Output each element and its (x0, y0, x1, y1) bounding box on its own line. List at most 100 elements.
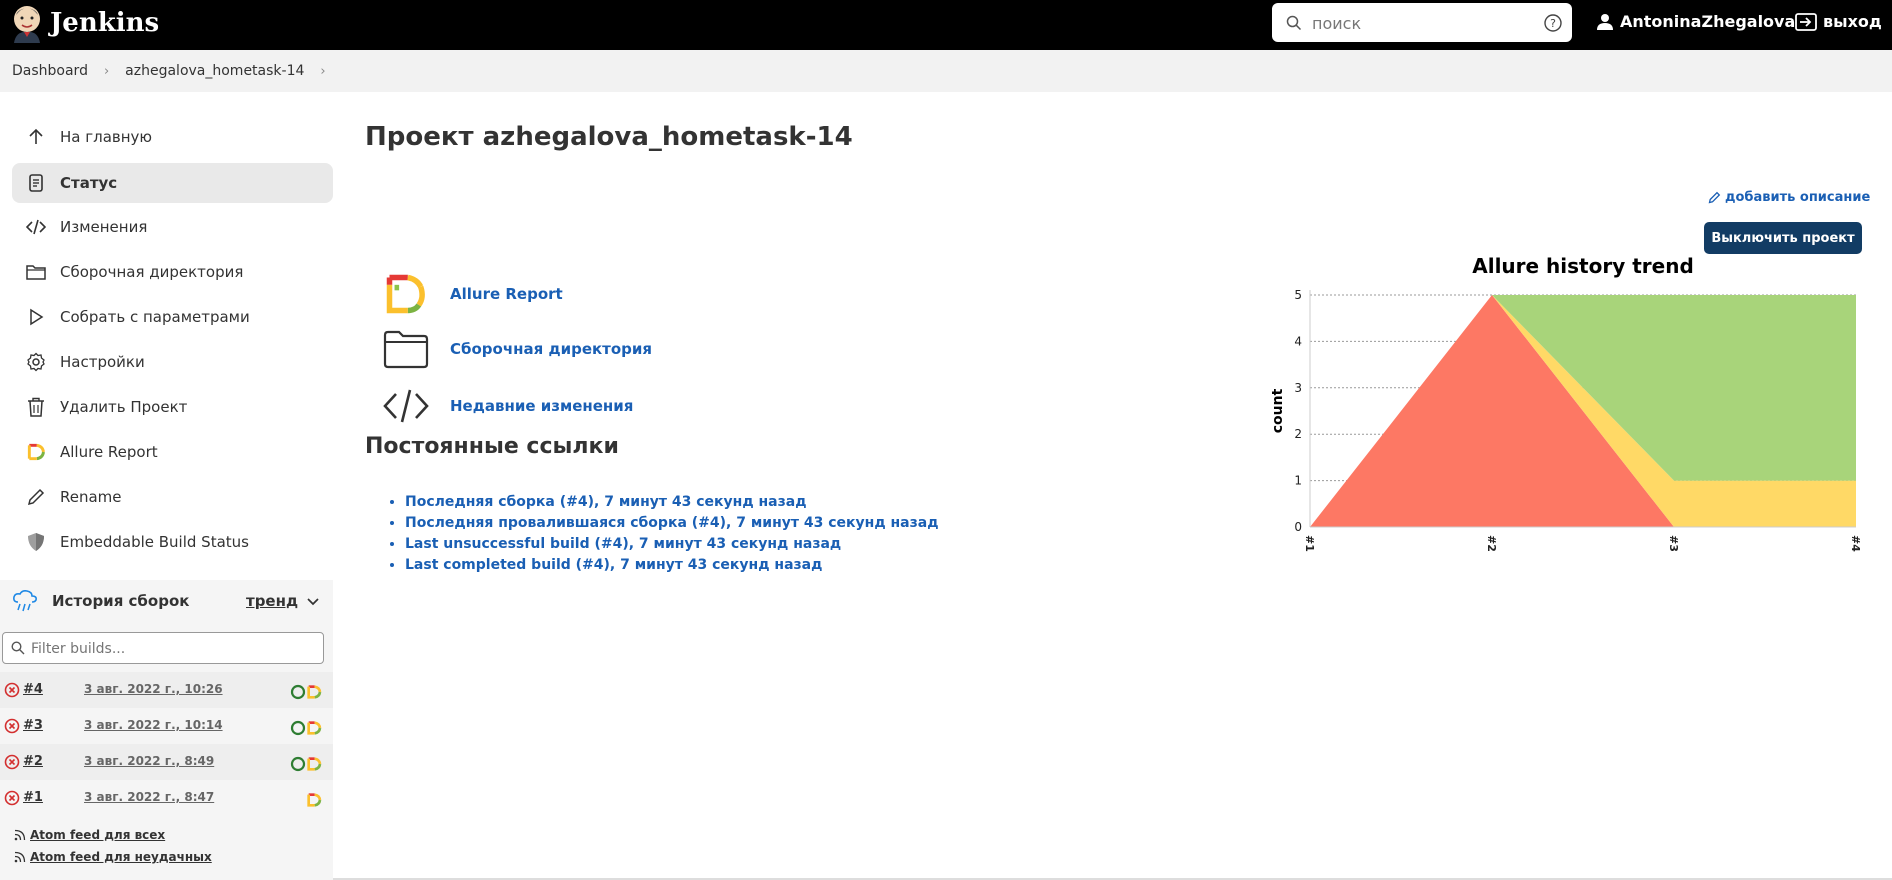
allure-report-label: Allure Report (450, 285, 563, 303)
chart-xtick-label: #3 (1667, 535, 1680, 552)
sidebar-item-label: Allure Report (60, 443, 158, 461)
build-badges (290, 720, 322, 736)
add-description-label: добавить описание (1725, 190, 1871, 205)
chevron-down-icon (307, 598, 319, 606)
sidebar-item-delete-project[interactable]: Удалить Проект (12, 387, 333, 427)
build-history-title: История сборок (52, 592, 190, 610)
sidebar-item-label: Собрать с параметрами (60, 308, 250, 326)
logout-icon (1795, 12, 1817, 31)
chart-xtick-label: #4 (1849, 535, 1862, 552)
chart-ytick-label: 5 (1294, 288, 1302, 302)
allure-icon[interactable] (306, 720, 322, 736)
atom-feed-failed-label: Atom feed для неудачных (30, 850, 212, 864)
build-number-link[interactable]: #2 (23, 754, 43, 769)
search-box[interactable]: ? (1272, 3, 1572, 42)
breadcrumb-chevron-icon[interactable]: › (320, 63, 326, 79)
sidebar-item-settings[interactable]: Настройки (12, 342, 333, 382)
allure-icon (382, 270, 430, 318)
arrow-up-icon (24, 125, 48, 149)
jenkins-home-link[interactable]: Jenkins (10, 3, 159, 43)
workspace-link[interactable]: Сборочная директория (382, 325, 652, 373)
user-name: AntoninaZhegalova (1620, 12, 1796, 31)
breadcrumb-dashboard[interactable]: Dashboard (12, 63, 88, 79)
permalink-last-completed-build[interactable]: Last completed build (#4), 7 минут 43 се… (405, 555, 939, 576)
test-result-icon[interactable] (290, 684, 306, 700)
build-row: #4 3 авг. 2022 г., 10:26 (0, 672, 333, 708)
search-input[interactable] (1312, 9, 1532, 37)
chart-ytick-label: 2 (1294, 427, 1302, 441)
sidebar-item-label: Rename (60, 488, 122, 506)
test-result-icon[interactable] (290, 756, 306, 772)
build-number-link[interactable]: #1 (23, 790, 43, 805)
build-history-header: История сборок (12, 590, 189, 612)
logout-label: выход (1823, 12, 1882, 31)
chart-title: Allure history trend (1472, 254, 1694, 278)
sidebar-item-label: Сборочная директория (60, 263, 244, 281)
filter-builds-input[interactable] (31, 639, 311, 659)
user-link[interactable]: AntoninaZhegalova (1596, 12, 1795, 31)
brand-name: Jenkins (50, 8, 160, 38)
atom-feed-all-link[interactable]: Atom feed для всех (14, 828, 165, 842)
sidebar-item-rename[interactable]: Rename (12, 477, 333, 517)
sidebar-item-label: Embeddable Build Status (60, 533, 249, 551)
sidebar-item-label: Удалить Проект (60, 398, 188, 416)
test-result-icon[interactable] (290, 720, 306, 736)
sidebar-item-embeddable-build-status[interactable]: Embeddable Build Status (12, 522, 333, 562)
sidebar-item-changes[interactable]: Изменения (12, 207, 333, 247)
sidebar-item-allure-report[interactable]: Allure Report (12, 432, 333, 472)
chart-xtick-label: #1 (1303, 535, 1316, 552)
build-number-link[interactable]: #4 (23, 682, 43, 697)
failed-status-icon (4, 754, 20, 770)
recent-changes-link[interactable]: Недавние изменения (382, 382, 633, 430)
allure-icon[interactable] (306, 792, 322, 808)
build-badges (290, 684, 322, 700)
add-description-link[interactable]: добавить описание (1708, 190, 1870, 205)
build-date-link[interactable]: 3 авг. 2022 г., 10:14 (84, 718, 223, 732)
permalinks-title: Постоянные ссылки (365, 434, 619, 459)
allure-report-link[interactable]: Allure Report (382, 270, 563, 318)
folder-icon (382, 325, 430, 373)
atom-feed-failed-link[interactable]: Atom feed для неудачных (14, 850, 212, 864)
allure-icon[interactable] (306, 756, 322, 772)
shield-icon (24, 530, 48, 554)
gear-icon (24, 350, 48, 374)
recent-changes-label: Недавние изменения (450, 397, 634, 415)
build-date-link[interactable]: 3 авг. 2022 г., 8:49 (84, 754, 215, 768)
permalink-last-build[interactable]: Последняя сборка (#4), 7 минут 43 секунд… (405, 492, 939, 513)
breadcrumb-chevron-icon: › (103, 63, 110, 79)
logout-link[interactable]: выход (1795, 12, 1882, 31)
allure-icon (24, 440, 48, 464)
footer-divider (333, 878, 1892, 880)
weather-rain-icon (13, 590, 37, 612)
allure-history-trend-chart[interactable]: Allure history trend count 0 1 2 3 4 5 #1 #2 #3 #4 (1264, 250, 1874, 560)
permalink-last-unsuccessful-build[interactable]: Last unsuccessful build (#4), 7 минут 43… (405, 534, 939, 555)
chart-ytick-label: 3 (1294, 381, 1302, 395)
code-icon (382, 382, 430, 430)
play-icon (24, 305, 48, 329)
build-date-link[interactable]: 3 авг. 2022 г., 8:47 (84, 790, 215, 804)
sidebar-item-label: Изменения (60, 218, 148, 236)
build-badges (306, 792, 322, 808)
search-icon (11, 641, 25, 655)
sidebar-item-label: Настройки (60, 353, 145, 371)
page-title: Проект azhegalova_hometask-14 (365, 122, 853, 152)
trend-link[interactable]: тренд (246, 592, 320, 610)
trash-icon (24, 395, 48, 419)
sidebar-item-status[interactable]: Статус (12, 163, 333, 203)
help-icon[interactable]: ? (1544, 14, 1562, 32)
build-number-link[interactable]: #3 (23, 718, 43, 733)
build-badges (290, 756, 322, 772)
build-date-link[interactable]: 3 авг. 2022 г., 10:26 (84, 682, 223, 696)
search-icon (1286, 15, 1302, 31)
filter-builds-box[interactable] (2, 632, 324, 664)
chart-area-series-1 (1310, 295, 1856, 527)
permalink-last-failed-build[interactable]: Последняя провалившаяся сборка (#4), 7 м… (405, 513, 939, 534)
sidebar-item-home[interactable]: На главную (12, 117, 333, 157)
sidebar-item-workspace[interactable]: Сборочная директория (12, 252, 333, 292)
sidebar-item-build-with-params[interactable]: Собрать с параметрами (12, 297, 333, 337)
allure-icon[interactable] (306, 684, 322, 700)
pencil-icon (1708, 191, 1721, 204)
breadcrumb-project[interactable]: azhegalova_hometask-14 (125, 63, 305, 79)
disable-project-button[interactable]: Выключить проект (1704, 222, 1862, 254)
chart-xtick-label: #2 (1485, 535, 1498, 552)
